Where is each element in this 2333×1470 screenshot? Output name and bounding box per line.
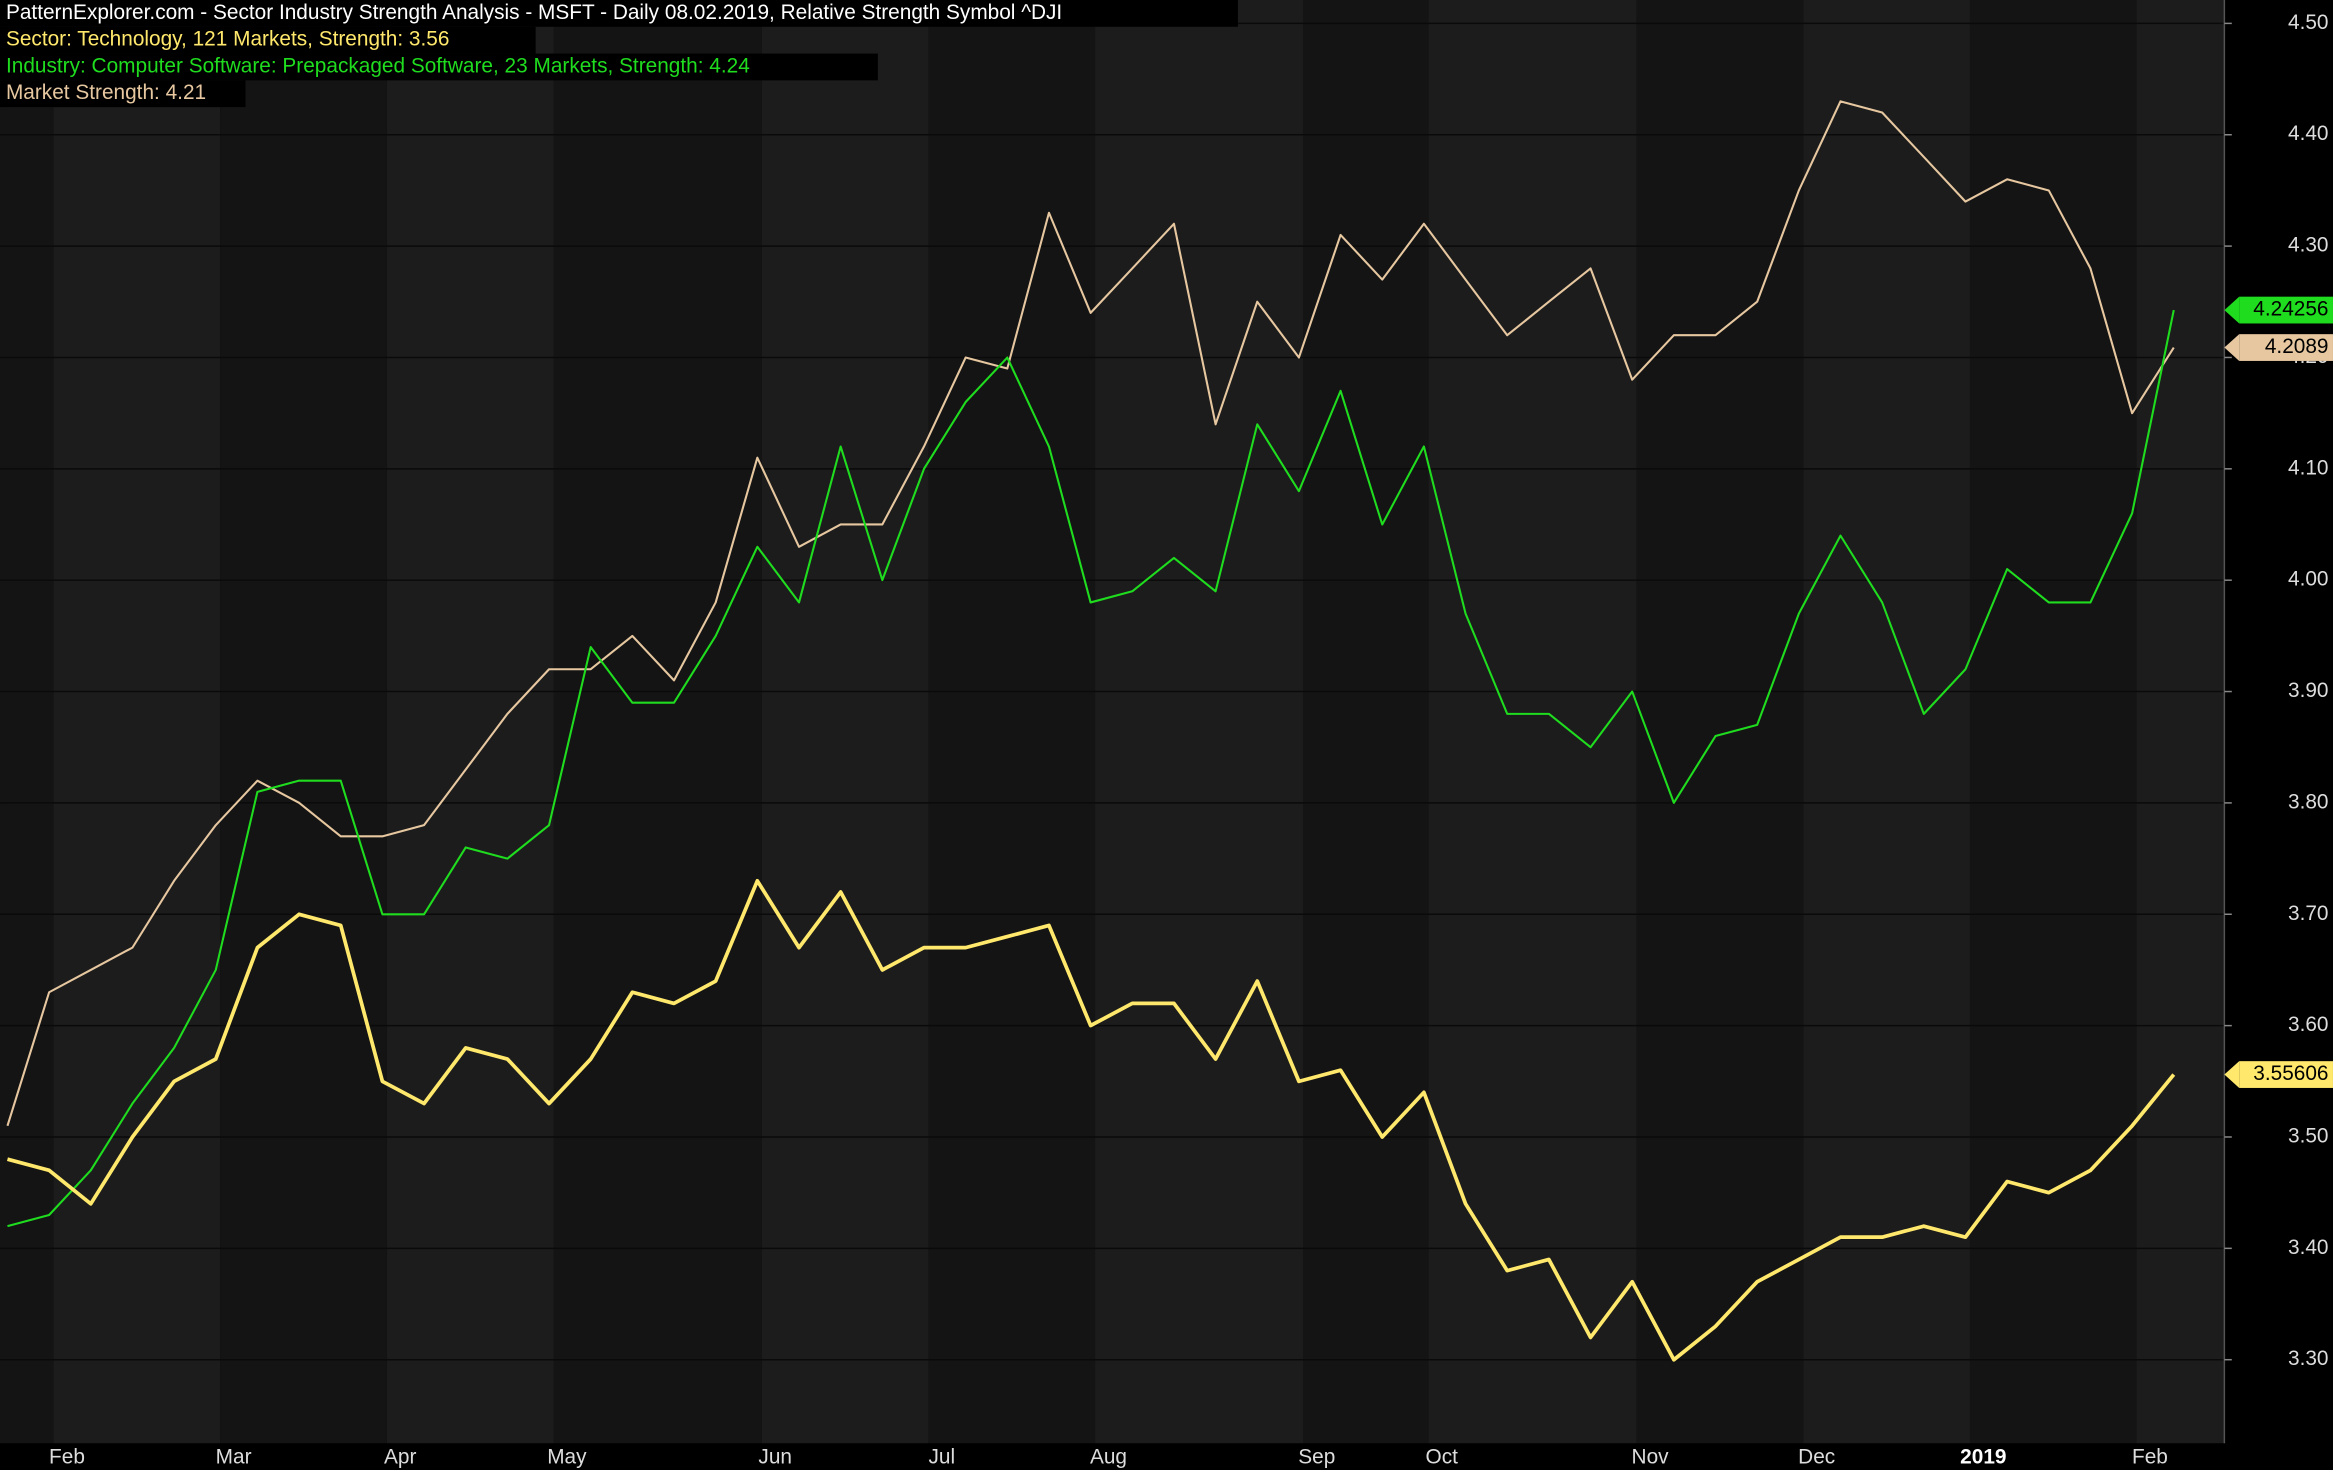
x-tick-label: Dec xyxy=(1798,1446,1835,1469)
month-band xyxy=(1303,0,1429,1444)
series xyxy=(6,100,2176,1362)
y-tick-label: 3.30 xyxy=(2288,1347,2329,1370)
month-band xyxy=(928,0,1096,1444)
month-band xyxy=(553,0,762,1444)
month-band xyxy=(1803,0,1970,1444)
x-tick-label: Aug xyxy=(1090,1446,1127,1469)
legend-entry: Market Strength: 4.21 xyxy=(6,81,206,104)
series-line xyxy=(6,878,2176,1362)
last-value-box xyxy=(2239,334,2333,361)
x-tick-label: Mar xyxy=(216,1446,252,1469)
x-tick-label: Feb xyxy=(49,1446,85,1469)
month-band xyxy=(0,0,54,1444)
x-tick-label: Jun xyxy=(758,1446,792,1469)
month-band xyxy=(1428,0,1637,1444)
y-tick-label: 4.50 xyxy=(2288,11,2329,34)
series-line xyxy=(7,309,2175,1228)
legend-entry: Sector: Technology, 121 Markets, Strengt… xyxy=(6,28,449,51)
x-tick-label: 2019 xyxy=(1960,1446,2006,1469)
x-tick-label: Oct xyxy=(1426,1446,1459,1469)
legend-box xyxy=(0,80,246,108)
month-band xyxy=(1636,0,1804,1444)
last-value-box xyxy=(2239,296,2333,324)
month-band xyxy=(1095,0,1304,1444)
month-band xyxy=(761,0,929,1444)
legend-box xyxy=(0,26,536,54)
y-tick-label: 3.90 xyxy=(2288,679,2329,702)
month-band xyxy=(1969,0,2137,1444)
series-line xyxy=(6,100,2175,1127)
y-tick-label: 3.80 xyxy=(2288,790,2329,813)
y-tick-label: 3.40 xyxy=(2288,1236,2329,1259)
legend-box xyxy=(0,53,878,81)
y-tick-label: 3.50 xyxy=(2288,1124,2329,1147)
last-value-label: 4.2089 xyxy=(2265,335,2329,358)
axes: Feb Mar Apr May Jun Jul Aug Sep Oct Nov Dec 2019 Feb… xyxy=(49,0,2333,1470)
x-tick-label: Feb xyxy=(2132,1446,2168,1469)
month-band xyxy=(386,0,554,1444)
y-tick-label: 4.00 xyxy=(2288,568,2329,591)
legend: PatternExplorer.com - Sector Industry St… xyxy=(0,0,1238,108)
y-tick-label: 4.30 xyxy=(2288,234,2329,257)
last-value-box xyxy=(2239,1061,2333,1088)
y-tick-label: 3.60 xyxy=(2288,1013,2329,1036)
month-band xyxy=(220,0,387,1444)
last-value-label: 3.55606 xyxy=(2253,1062,2328,1085)
y-tick-label: 3.70 xyxy=(2288,902,2329,925)
last-value-pointer xyxy=(2224,296,2240,324)
month-band xyxy=(2136,0,2225,1444)
last-value-label: 4.24256 xyxy=(2253,298,2328,321)
y-tick-label: 4.10 xyxy=(2288,456,2329,479)
chart-title: PatternExplorer.com - Sector Industry St… xyxy=(6,1,1062,24)
y-axis-area xyxy=(2224,0,2333,1470)
x-tick-label: Nov xyxy=(1632,1446,1670,1469)
last-value-pointer xyxy=(2224,1061,2240,1088)
y-tick-label: 4.40 xyxy=(2288,122,2329,145)
x-tick-label: Apr xyxy=(384,1446,416,1469)
plot-area xyxy=(0,0,2225,1444)
month-band xyxy=(53,0,221,1444)
x-tick-label: May xyxy=(547,1446,587,1469)
last-value-pointer xyxy=(2224,334,2240,361)
legend-entry: Industry: Computer Software: Prepackaged… xyxy=(6,54,750,77)
x-tick-label: Sep xyxy=(1298,1446,1335,1469)
x-tick-label: Jul xyxy=(929,1446,956,1469)
title-box xyxy=(0,0,1238,27)
